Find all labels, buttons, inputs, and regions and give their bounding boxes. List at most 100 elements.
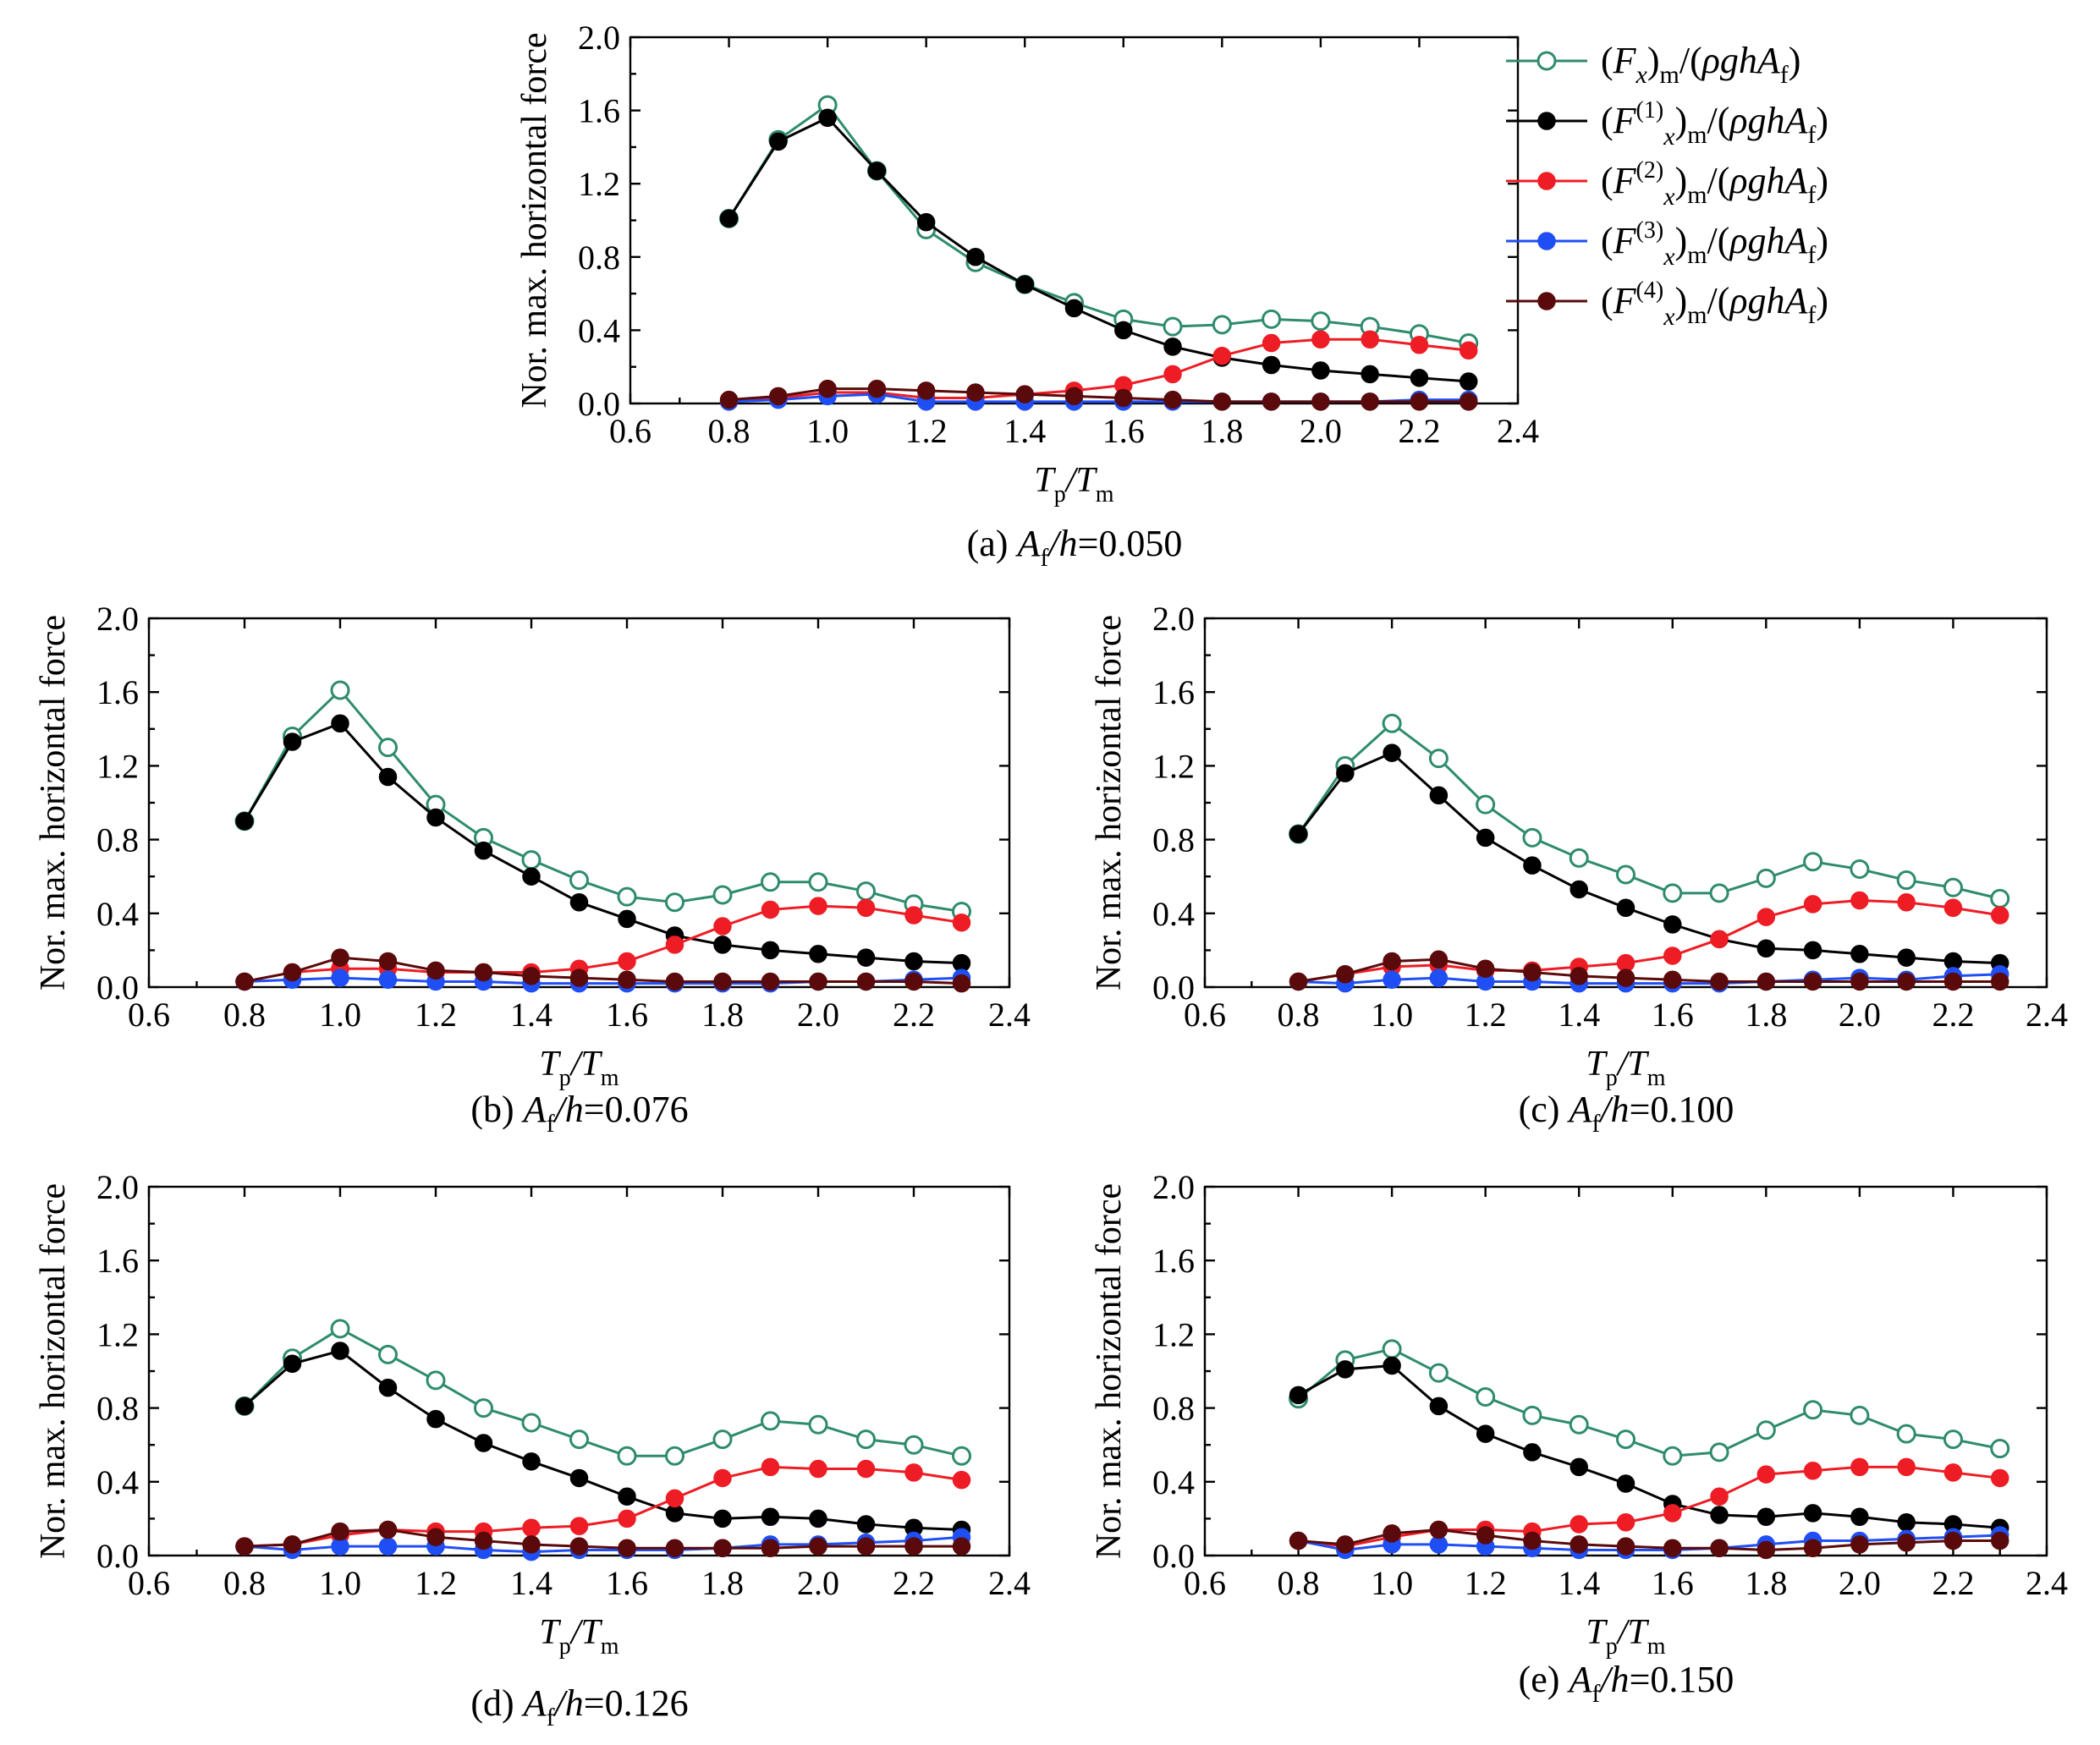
series-line: [244, 1528, 962, 1550]
x-axis-title: Tp/Tm: [539, 1613, 618, 1660]
data-point: [618, 909, 636, 929]
data-point: [808, 872, 828, 892]
data-point: [1114, 321, 1133, 340]
data-point: [1569, 1414, 1589, 1435]
y-tick-label: 0.8: [96, 1390, 139, 1428]
data-point: [1897, 892, 1916, 912]
series-4: [1289, 950, 2009, 991]
x-tick-label: 1.6: [606, 1564, 648, 1602]
x-axis-title: Tp/Tm: [539, 1045, 618, 1091]
x-tick-label: 0.8: [1278, 1564, 1320, 1602]
data-point: [808, 1414, 828, 1435]
data-point: [1943, 898, 1963, 918]
data-point: [378, 1378, 398, 1397]
data-point: [1803, 1504, 1822, 1523]
data-point: [1756, 939, 1776, 958]
data-point: [719, 209, 739, 228]
data-point: [1943, 1531, 1963, 1550]
series-line: [244, 1349, 962, 1531]
data-point: [713, 1468, 732, 1488]
x-tick-label: 1.0: [1371, 996, 1413, 1034]
panel-caption: (a) Af/h=0.050: [967, 523, 1183, 572]
data-point: [1522, 1405, 1542, 1425]
data-point: [1896, 1424, 1916, 1444]
y-tick-label: 2.0: [1152, 600, 1195, 638]
y-tick-label: 0.4: [578, 311, 620, 349]
legend-entry-3: (F(3)x)m/(ρghAf): [1506, 217, 1828, 271]
data-point: [618, 1487, 636, 1506]
data-point: [378, 738, 398, 758]
data-point: [522, 1535, 541, 1554]
data-point: [1897, 1513, 1916, 1532]
data-point: [809, 897, 827, 915]
x-tick-label: 2.4: [2026, 1564, 2068, 1602]
data-point: [618, 1539, 636, 1558]
data-point: [1163, 365, 1182, 384]
legend-entry-0: (Fx)m/(ρghAf): [1506, 40, 1800, 89]
data-point: [1709, 1442, 1729, 1462]
data-point: [330, 1319, 350, 1339]
data-point: [1710, 930, 1729, 949]
data-point: [331, 1522, 349, 1541]
x-tick-label: 2.4: [988, 996, 1031, 1034]
data-point: [761, 972, 780, 991]
data-point: [1311, 311, 1331, 332]
data-point: [1383, 744, 1401, 762]
data-point: [818, 379, 837, 398]
series-4: [235, 1520, 971, 1558]
data-point: [235, 1397, 254, 1416]
series-line: [1297, 751, 2000, 965]
data-point: [713, 1509, 732, 1528]
x-tick-label: 1.8: [1745, 1564, 1787, 1602]
x-tick-label: 1.8: [701, 1564, 744, 1602]
x-tick-label: 2.0: [1300, 412, 1342, 450]
data-point: [904, 1435, 924, 1455]
data-point: [1114, 388, 1133, 408]
data-point: [1756, 1420, 1776, 1440]
data-point: [378, 1537, 398, 1556]
data-point: [522, 867, 541, 886]
data-point: [818, 108, 837, 128]
data-point: [769, 387, 788, 406]
data-point: [1383, 1524, 1401, 1543]
series-4: [719, 379, 1478, 411]
x-tick-label: 1.6: [1652, 996, 1694, 1034]
data-point: [569, 870, 589, 891]
legend-label: (F(4)x)m/(ρghAf): [1601, 277, 1828, 331]
data-point: [1850, 1457, 1869, 1477]
data-point: [426, 1409, 445, 1429]
series-line: [244, 904, 962, 983]
data-point: [1663, 883, 1683, 903]
data-point: [522, 967, 541, 985]
plot-frame: [629, 36, 1520, 405]
data-point: [809, 972, 827, 991]
data-point: [712, 885, 733, 905]
data-point: [474, 1434, 493, 1452]
data-point: [1850, 1535, 1869, 1554]
legend-entry-2: (F(2)x)m/(ρghAf): [1506, 157, 1828, 211]
data-point: [856, 1537, 876, 1556]
x-tick-label: 1.8: [1201, 412, 1243, 450]
data-point: [1616, 1537, 1635, 1556]
data-point: [1803, 972, 1822, 991]
data-point: [1663, 1446, 1683, 1466]
data-point: [1616, 898, 1635, 918]
series-line: [1298, 973, 2000, 985]
y-tick-label: 0.0: [96, 1537, 139, 1575]
data-point: [1383, 952, 1401, 971]
x-tick-label: 1.2: [415, 1564, 457, 1602]
data-point: [1990, 972, 2009, 991]
data-point: [1311, 330, 1330, 348]
data-point: [856, 948, 876, 967]
x-tick-label: 1.2: [905, 412, 948, 450]
data-point: [1710, 1539, 1729, 1558]
series-0: [234, 680, 971, 922]
legend: (Fx)m/(ρghAf) (F(1)x)m/(ρghAf) (F(2)x)m/(ρ…: [1506, 40, 1828, 331]
data-point: [1570, 1535, 1588, 1554]
data-point: [569, 1537, 589, 1556]
data-point: [1663, 915, 1682, 934]
data-point: [331, 714, 349, 733]
y-tick-label: 1.6: [1152, 1242, 1195, 1280]
y-tick-label: 1.2: [1152, 747, 1195, 785]
